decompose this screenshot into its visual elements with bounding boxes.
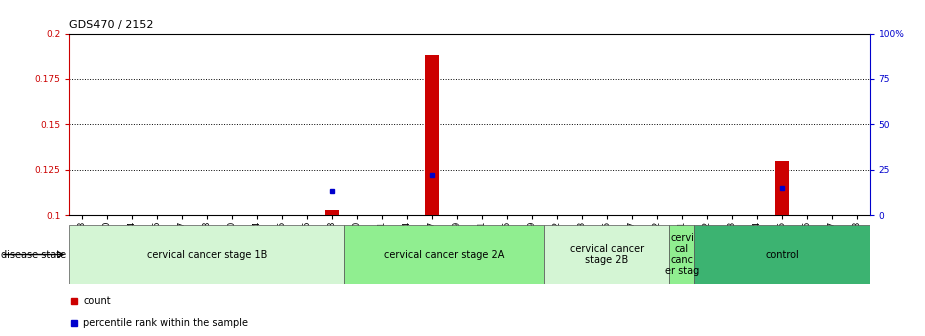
Text: cervical cancer stage 1B: cervical cancer stage 1B bbox=[147, 250, 267, 259]
Text: GDS470 / 2152: GDS470 / 2152 bbox=[69, 20, 154, 30]
Bar bbox=[325, 210, 339, 215]
Text: cervical cancer stage 2A: cervical cancer stage 2A bbox=[384, 250, 505, 259]
Bar bbox=[695, 225, 869, 284]
Text: control: control bbox=[765, 250, 799, 259]
Bar bbox=[426, 55, 438, 215]
Bar bbox=[344, 225, 545, 284]
Text: disease state: disease state bbox=[1, 250, 66, 259]
Text: cervi
cal
canc
er stag: cervi cal canc er stag bbox=[665, 233, 699, 276]
Bar bbox=[69, 225, 344, 284]
Bar bbox=[775, 161, 789, 215]
Text: percentile rank within the sample: percentile rank within the sample bbox=[83, 318, 248, 328]
Text: count: count bbox=[83, 296, 111, 306]
Bar bbox=[670, 225, 695, 284]
Bar bbox=[545, 225, 670, 284]
Text: cervical cancer
stage 2B: cervical cancer stage 2B bbox=[570, 244, 644, 265]
